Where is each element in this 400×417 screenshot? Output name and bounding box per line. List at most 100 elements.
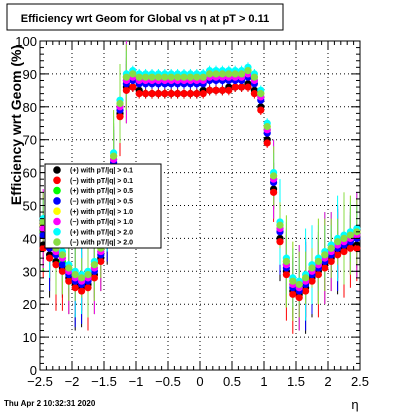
data-point [302, 274, 310, 282]
data-point [186, 73, 194, 81]
data-point [110, 152, 118, 160]
data-point [327, 244, 335, 252]
data-point [199, 90, 207, 98]
x-tick-label: −0.5 [155, 374, 181, 389]
data-point [206, 86, 214, 94]
data-point [282, 270, 290, 279]
data-point [263, 139, 271, 147]
data-point [52, 261, 60, 269]
data-point [238, 83, 246, 91]
y-tick-label: 40 [23, 231, 37, 246]
data-point [302, 287, 310, 295]
data-point [314, 257, 322, 266]
data-point [231, 83, 239, 91]
data-point [84, 284, 92, 292]
y-tick-label: 90 [23, 67, 37, 82]
data-point [154, 90, 162, 98]
data-point [90, 274, 98, 282]
legend-marker [53, 186, 61, 195]
data-point [148, 73, 156, 81]
data-point [142, 90, 150, 98]
data-point [346, 244, 354, 252]
data-point [334, 238, 342, 246]
y-tick-label: 30 [23, 264, 37, 279]
y-tick-label: 0 [30, 363, 37, 378]
data-point [289, 277, 297, 285]
data-point [167, 73, 175, 81]
y-tick-label: 50 [23, 199, 37, 214]
x-tick-label: 0 [196, 374, 203, 389]
data-point [58, 251, 66, 259]
data-point [46, 254, 54, 262]
data-point [270, 172, 278, 180]
legend-marker [53, 197, 61, 205]
data-point [340, 234, 348, 242]
data-point [193, 90, 201, 98]
data-point [257, 106, 265, 114]
data-point [148, 90, 156, 98]
x-tick-label: 2.5 [351, 374, 369, 389]
data-point [206, 70, 214, 78]
footer-date: Thu Apr 2 10:32:31 2020 [4, 399, 96, 408]
x-tick-label: 0.5 [223, 374, 241, 389]
data-point [84, 270, 92, 279]
data-point [238, 70, 246, 78]
data-point [65, 277, 73, 285]
data-point [231, 70, 239, 78]
data-point [78, 274, 86, 282]
data-point [161, 90, 169, 98]
data-point [174, 90, 182, 98]
legend-label: (−) with pT/|q| > 2.0 [70, 240, 133, 247]
chart-title: Efficiency wrt Geom for Global vs η at p… [21, 13, 270, 25]
data-point [58, 267, 66, 275]
legend-marker [53, 217, 61, 226]
data-point [250, 90, 258, 98]
data-point [116, 113, 124, 121]
data-point [308, 277, 316, 285]
legend-marker [53, 176, 61, 185]
y-axis-title: Efficiency wrt Geom (%) [8, 45, 24, 205]
data-point [250, 73, 258, 81]
data-point [225, 70, 233, 78]
data-point [129, 70, 137, 78]
x-tick-label: 2 [324, 374, 331, 389]
data-point [186, 90, 194, 98]
data-point [244, 67, 252, 75]
data-point [218, 70, 226, 78]
data-point [244, 83, 252, 91]
legend-label: (−) with pT/|q| > 0.5 [70, 199, 133, 206]
legend-marker [53, 228, 61, 236]
legend-box [44, 163, 162, 249]
y-tick-label: 70 [23, 133, 37, 148]
data-point [97, 257, 105, 266]
x-tick-label: −1 [129, 374, 144, 389]
x-tick-label: −2 [65, 374, 80, 389]
data-point [116, 99, 124, 108]
data-point [327, 257, 335, 266]
y-tick-label: 60 [23, 166, 37, 181]
data-point [212, 86, 220, 94]
title-box [6, 3, 284, 31]
data-point [346, 231, 354, 239]
data-point [199, 73, 207, 81]
data-point [180, 73, 188, 81]
data-point [122, 86, 130, 94]
y-tick-label: 20 [23, 297, 37, 312]
data-point [174, 73, 182, 81]
x-tick-label: 1.5 [287, 374, 305, 389]
x-tick-label: −2.5 [27, 374, 53, 389]
data-point [257, 90, 265, 98]
data-point [71, 270, 79, 279]
data-point [308, 264, 316, 272]
data-point [180, 90, 188, 98]
data-point [276, 238, 284, 246]
data-point [129, 83, 137, 91]
data-point [142, 73, 150, 81]
x-tick-label: 1 [260, 374, 267, 389]
data-point [212, 70, 220, 78]
axis-ticks [39, 40, 361, 371]
data-point [295, 294, 303, 302]
legend-label: (+) with pT/|q| > 2.0 [70, 229, 133, 236]
y-tick-label: 80 [23, 100, 37, 115]
